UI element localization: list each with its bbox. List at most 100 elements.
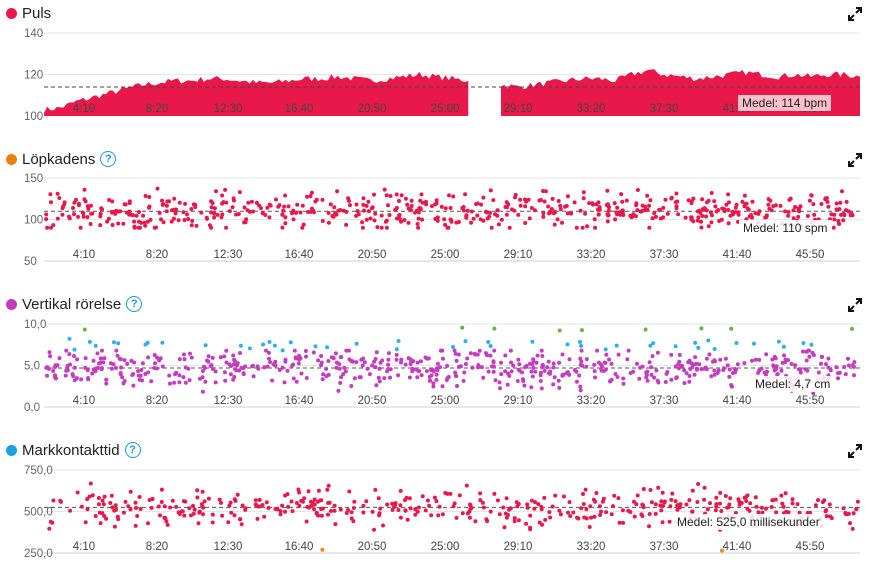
y-tick-label: 250,0 bbox=[24, 548, 53, 560]
data-point bbox=[110, 199, 115, 204]
data-point bbox=[102, 494, 107, 499]
data-point bbox=[219, 500, 223, 505]
data-point bbox=[187, 506, 192, 511]
expand-icon[interactable] bbox=[847, 6, 863, 22]
data-point bbox=[612, 493, 617, 498]
data-point bbox=[168, 505, 173, 510]
expand-icon[interactable] bbox=[847, 152, 863, 168]
data-point bbox=[383, 219, 388, 224]
data-point bbox=[683, 215, 688, 220]
data-point bbox=[347, 357, 352, 362]
data-point bbox=[846, 363, 851, 368]
data-point bbox=[499, 372, 504, 377]
data-point bbox=[674, 191, 679, 196]
data-point bbox=[663, 197, 668, 202]
expand-icon[interactable] bbox=[847, 443, 863, 459]
data-point bbox=[224, 225, 229, 230]
expand-icon[interactable] bbox=[847, 297, 863, 313]
data-point bbox=[615, 205, 620, 210]
data-point bbox=[298, 356, 303, 361]
data-point bbox=[753, 495, 758, 500]
data-point bbox=[832, 217, 837, 222]
data-point bbox=[373, 357, 378, 361]
data-point bbox=[325, 487, 330, 492]
data-point bbox=[394, 192, 399, 197]
data-point bbox=[465, 356, 470, 361]
data-point bbox=[349, 510, 354, 515]
data-point bbox=[81, 214, 86, 219]
data-point bbox=[194, 223, 199, 228]
data-point bbox=[372, 192, 376, 197]
data-point bbox=[618, 212, 623, 217]
data-point bbox=[626, 508, 631, 513]
help-icon[interactable]: ? bbox=[100, 151, 117, 167]
data-point bbox=[699, 326, 704, 331]
data-point bbox=[188, 351, 192, 356]
data-point bbox=[361, 503, 366, 508]
data-point bbox=[286, 204, 291, 209]
data-point bbox=[504, 496, 509, 501]
data-point bbox=[557, 385, 562, 390]
data-point bbox=[122, 379, 127, 383]
data-point bbox=[423, 508, 428, 513]
data-point bbox=[753, 357, 758, 362]
data-point bbox=[460, 511, 465, 516]
data-point bbox=[305, 504, 310, 509]
data-point bbox=[645, 378, 650, 383]
data-point bbox=[381, 523, 385, 528]
data-point bbox=[707, 352, 712, 357]
data-point bbox=[512, 519, 517, 524]
data-point bbox=[601, 496, 606, 501]
data-point bbox=[405, 517, 410, 522]
x-tick-label: 16:40 bbox=[285, 541, 314, 553]
data-point bbox=[239, 522, 244, 527]
data-point bbox=[377, 379, 382, 384]
data-point bbox=[67, 336, 72, 341]
data-point bbox=[131, 383, 136, 388]
data-point bbox=[742, 361, 747, 366]
data-point bbox=[257, 504, 262, 509]
data-point bbox=[501, 505, 506, 510]
data-point bbox=[503, 369, 508, 374]
data-point bbox=[505, 382, 510, 387]
data-point bbox=[581, 190, 586, 195]
data-point bbox=[687, 498, 692, 503]
data-point bbox=[251, 363, 255, 368]
data-point bbox=[399, 219, 404, 224]
data-point bbox=[824, 362, 828, 367]
data-point bbox=[354, 213, 359, 218]
kadens-title-text: Löpkadens bbox=[22, 150, 96, 168]
x-tick-label: 41:40 bbox=[723, 249, 752, 261]
data-point bbox=[840, 189, 844, 194]
data-point bbox=[653, 502, 658, 507]
data-point bbox=[621, 376, 626, 381]
data-point bbox=[48, 519, 53, 524]
x-tick-label: 45:50 bbox=[796, 541, 825, 553]
data-point bbox=[644, 375, 649, 380]
data-point bbox=[727, 200, 731, 205]
data-point bbox=[329, 355, 334, 360]
data-point bbox=[439, 204, 444, 209]
data-point bbox=[413, 512, 418, 517]
data-point bbox=[523, 197, 527, 202]
data-point bbox=[200, 369, 205, 373]
data-point bbox=[373, 211, 378, 216]
help-icon[interactable]: ? bbox=[124, 442, 141, 458]
vertikal-title: Vertikal rörelse ? bbox=[6, 295, 143, 313]
data-point bbox=[394, 357, 399, 362]
data-point bbox=[404, 495, 409, 500]
data-point bbox=[212, 211, 217, 216]
mark-title: Markkontakttid ? bbox=[6, 441, 141, 459]
data-point bbox=[277, 368, 282, 372]
data-point bbox=[556, 199, 561, 203]
data-point bbox=[621, 520, 626, 525]
help-icon[interactable]: ? bbox=[126, 296, 143, 312]
data-point bbox=[585, 224, 590, 229]
data-point bbox=[255, 364, 260, 369]
data-point bbox=[515, 379, 520, 383]
data-point bbox=[193, 205, 198, 209]
data-point bbox=[416, 225, 421, 230]
data-point bbox=[82, 327, 87, 332]
data-point bbox=[200, 375, 205, 380]
data-point bbox=[164, 203, 169, 208]
